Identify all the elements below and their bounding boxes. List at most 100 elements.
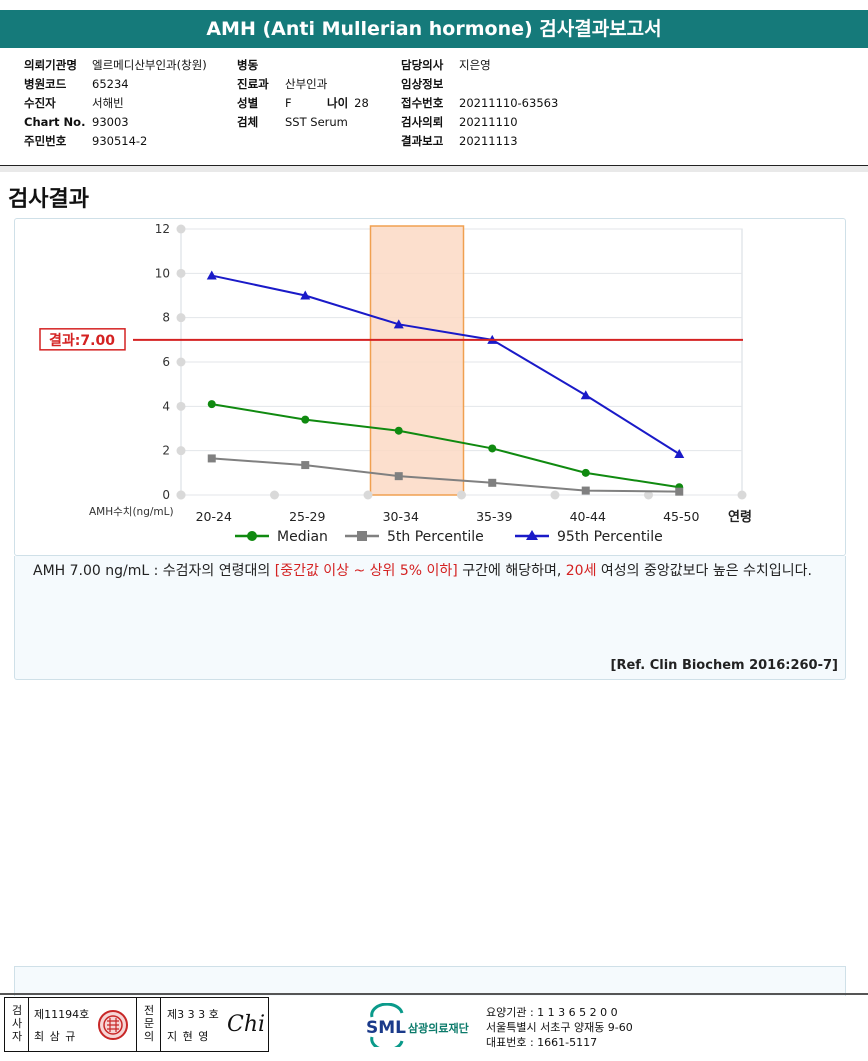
info-field: 검체 SST Serum xyxy=(237,115,348,129)
info-value: SST Serum xyxy=(285,115,348,129)
info-field: 병원코드 65234 xyxy=(24,77,129,91)
description-box: AMH 7.00 ng/mL : 수검자의 연령대의 [중간값 이상 ~ 상위 … xyxy=(14,556,846,680)
x-tick-label: 45-50 xyxy=(663,509,699,524)
legend-label: 95th Percentile xyxy=(557,529,663,545)
data-point xyxy=(394,426,403,435)
info-key: Chart No. xyxy=(24,115,86,129)
organization-logo: SML 삼광의료재단 xyxy=(366,1002,486,1052)
data-point xyxy=(206,270,217,280)
info-key: 접수번호 xyxy=(401,96,444,110)
inspector-name: 최 삼 규 xyxy=(34,1030,77,1043)
x-axis-label: 연령 xyxy=(728,510,752,525)
desc-part1: AMH 7.00 ng/mL : 수검자의 연령대의 xyxy=(33,563,275,579)
svg-text:삼광의료재단: 삼광의료재단 xyxy=(408,1021,469,1035)
x-axis-dot xyxy=(737,490,747,500)
info-value: 서해빈 xyxy=(92,96,124,110)
info-key: 주민번호 xyxy=(24,134,67,148)
amh-chart: 0 2 4 6 8 10 12 20-24 25-29 30-34 35-39 40-44 45-50 연… xyxy=(39,222,752,545)
data-point xyxy=(581,486,590,495)
info-field: 임상정보 xyxy=(401,77,459,91)
y-axis-label: AMH수치(ng/mL) xyxy=(89,506,174,518)
org-phone: 대표번호 : 1661-5117 xyxy=(486,1036,598,1049)
confirm-name: 지 현 영 xyxy=(167,1030,210,1043)
inspector-cell: 제11194호 최 삼 규 xyxy=(29,998,137,1051)
data-point xyxy=(580,390,591,400)
result-label-box xyxy=(39,328,126,351)
empty-panel xyxy=(14,966,846,996)
y-axis-dot xyxy=(176,446,186,456)
series-line xyxy=(211,274,680,455)
result-label: 결과:7.00 xyxy=(49,332,115,349)
y-axis-dot xyxy=(176,401,186,411)
info-value: 산부인과 xyxy=(285,77,328,91)
y-axis-dot xyxy=(176,268,186,278)
x-axis-dot xyxy=(176,490,186,500)
sml-logo-icon: SML 삼광의료재단 xyxy=(366,1002,469,1052)
x-tick-label: 30-34 xyxy=(383,509,419,524)
info-field: 수진자 서해빈 xyxy=(24,96,124,110)
info-value: 65234 xyxy=(92,77,129,91)
x-axis-dot xyxy=(270,490,279,500)
info-value: 93003 xyxy=(92,115,129,129)
x-tick-label: 20-24 xyxy=(196,509,232,524)
y-tick-label: 8 xyxy=(162,311,170,325)
info-key: 결과보고 xyxy=(401,134,444,148)
info-key: 수진자 xyxy=(24,96,56,110)
info-key: 검사의뢰 xyxy=(401,115,444,129)
data-point xyxy=(207,400,216,409)
info-field: 접수번호 20211110-63563 xyxy=(401,96,558,110)
info-field: 의뢰기관명 엘르메디산부인과(창원) xyxy=(24,58,207,72)
data-point xyxy=(394,472,403,481)
info-key: 성별 xyxy=(237,96,259,110)
info-field: 진료과 산부인과 xyxy=(237,77,327,91)
y-axis-dot xyxy=(176,357,186,367)
y-tick-label: 2 xyxy=(162,444,170,458)
seal-icon xyxy=(98,1010,128,1040)
info-value: F xyxy=(285,96,292,110)
age-value: 28 xyxy=(354,96,369,110)
data-point xyxy=(301,415,310,424)
info-field: 병동 xyxy=(237,58,285,72)
data-point xyxy=(488,444,497,453)
info-value: 지은영 xyxy=(459,58,491,72)
x-tick-label: 25-29 xyxy=(289,509,325,524)
report-title: AMH (Anti Mullerian hormone) 검사결과보고서 xyxy=(0,10,868,48)
info-key: 진료과 xyxy=(237,77,269,91)
legend-marker xyxy=(247,531,257,541)
desc-range: [중간값 이상 ~ 상위 5% 이하] xyxy=(274,563,458,579)
info-value: 엘르메디산부인과(창원) xyxy=(92,58,207,72)
info-value: 20211110-63563 xyxy=(459,96,559,110)
series-line xyxy=(211,457,680,493)
desc-part2: 구간에 해당하며, xyxy=(457,563,566,579)
divider-strip xyxy=(0,166,868,172)
footer-divider xyxy=(0,993,868,995)
y-axis-dot xyxy=(176,313,186,323)
info-field: 성별 F xyxy=(237,96,292,110)
x-axis-dot xyxy=(644,490,653,500)
age-field: 나이 28 xyxy=(327,96,369,110)
patient-info: 의뢰기관명 엘르메디산부인과(창원) 병원코드 65234 수진자 서해빈 Chart No… xyxy=(0,50,868,166)
data-point xyxy=(393,319,404,329)
y-tick-label: 12 xyxy=(155,222,170,236)
section-title: 검사결과 xyxy=(8,187,89,212)
x-axis-dot xyxy=(363,490,373,500)
data-point xyxy=(675,487,684,496)
y-axis-dot xyxy=(176,224,186,234)
legend-label: 5th Percentile xyxy=(387,529,484,545)
data-point xyxy=(674,448,685,458)
chart-container: 0 2 4 6 8 10 12 20-24 25-29 30-34 35-39 40-44 45-50 연… xyxy=(14,218,846,556)
data-point xyxy=(301,461,310,470)
x-tick-label: 40-44 xyxy=(570,509,606,524)
data-point xyxy=(488,478,497,487)
desc-part3: 여성의 중앙값보다 높은 수치입니다. xyxy=(596,563,812,579)
data-point xyxy=(300,290,311,300)
org-code: 요양기관 : 1 1 3 6 5 2 0 0 xyxy=(486,1006,618,1019)
y-tick-label: 10 xyxy=(155,266,170,280)
info-value: 930514-2 xyxy=(92,134,148,148)
desc-age: 20세 xyxy=(565,563,597,579)
legend-marker xyxy=(526,530,538,540)
